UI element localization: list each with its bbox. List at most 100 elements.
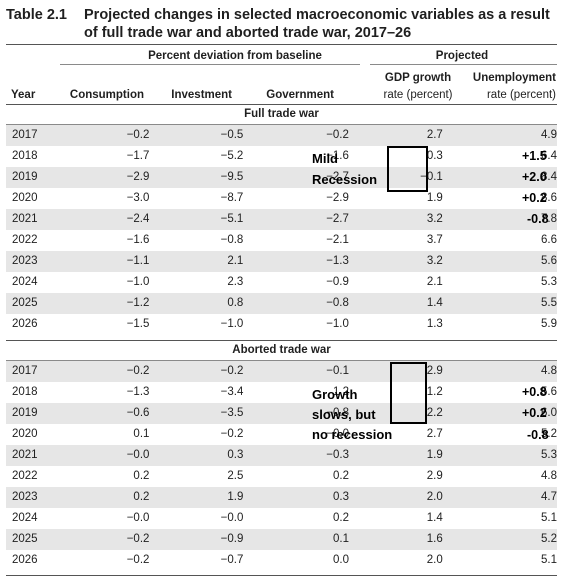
government-cell: −0.0 xyxy=(326,428,349,440)
unemployment-cell: 4.8 xyxy=(541,470,557,482)
investment-cell: 2.3 xyxy=(227,276,244,288)
table-title: Projected changes in selected macroecono… xyxy=(84,7,550,41)
table-row: 2024 −1.0 2.3 −0.9 2.1 5.3 xyxy=(6,272,557,293)
year-cell: 2026 xyxy=(12,554,38,566)
year-cell: 2021 xyxy=(6,209,64,230)
investment-cell: −5.1 xyxy=(149,209,244,230)
government-cell: 0.2 xyxy=(333,512,349,524)
consumption-cell: −1.2 xyxy=(63,293,150,314)
consumption-cell: −1.6 xyxy=(126,234,150,246)
gdp-growth-cell: 3.7 xyxy=(426,234,443,246)
year-cell: 2020 xyxy=(12,192,38,204)
col-header-year: Year xyxy=(11,89,36,101)
gdp-growth-cell: 2.0 xyxy=(349,487,443,508)
unemployment-cell: 4.8 xyxy=(442,361,557,382)
gdp-growth-cell: 3.2 xyxy=(348,251,443,272)
government-cell: −2.9 xyxy=(326,192,349,204)
full-recession-box xyxy=(387,146,428,192)
full-delta-2019: +2.0 xyxy=(522,170,547,184)
investment-cell: −3.4 xyxy=(220,386,244,398)
top-rule xyxy=(6,44,557,45)
gdp-growth-cell: −0.1 xyxy=(348,167,443,188)
gdp-growth-cell: 2.2 xyxy=(349,403,443,424)
unemployment-cell: 7.8 xyxy=(442,209,557,230)
government-cell: −2.7 xyxy=(243,167,349,188)
investment-cell: −1.0 xyxy=(220,318,244,330)
year-cell: 2018 xyxy=(12,150,38,162)
government-cell: 0.0 xyxy=(333,554,349,566)
investment-cell: 0.8 xyxy=(149,293,244,314)
year-cell: 2017 xyxy=(6,361,64,382)
table-row: 2026 −1.5 −1.0 −1.0 1.3 5.9 xyxy=(6,314,557,335)
aborted-note-line2: slows, but xyxy=(312,407,376,422)
unemployment-cell: 4.9 xyxy=(442,125,557,146)
unemployment-cell: 5.2 xyxy=(541,428,557,440)
aborted-growth-box xyxy=(390,362,427,424)
government-cell: −0.8 xyxy=(243,293,349,314)
unemployment-cell: 8.4 xyxy=(442,167,557,188)
aborted-delta-2018: +0.8 xyxy=(522,385,547,399)
government-cell: −0.1 xyxy=(243,361,349,382)
consumption-cell: −1.1 xyxy=(63,251,150,272)
section-label-aborted-trade-war: Aborted trade war xyxy=(6,341,557,360)
full-delta-2018: +1.5 xyxy=(522,149,547,163)
consumption-cell: −0.2 xyxy=(63,529,150,550)
year-cell: 2023 xyxy=(6,251,64,272)
col-header-investment: Investment xyxy=(171,89,232,101)
col-header-gdp: GDP growth rate (percent) xyxy=(366,71,470,102)
header-rule xyxy=(6,104,557,105)
section-label-full-trade-war: Full trade war xyxy=(6,105,557,124)
gdp-growth-cell: 1.4 xyxy=(426,512,443,524)
government-cell: −1.3 xyxy=(243,251,349,272)
table-row: 2025 −0.2 −0.9 0.1 1.6 5.2 xyxy=(6,529,557,550)
government-cell: 0.3 xyxy=(243,487,349,508)
table-row: 2024 −0.0 −0.0 0.2 1.4 5.1 xyxy=(6,508,557,529)
year-cell: 2022 xyxy=(12,470,38,482)
table-row: 2018 −1.3 −3.4 1.2 1.2 5.6 xyxy=(6,382,557,403)
investment-cell: −0.0 xyxy=(220,512,244,524)
consumption-cell: 0.1 xyxy=(133,428,150,440)
unemployment-cell: 5.1 xyxy=(541,554,557,566)
government-cell: 0.2 xyxy=(333,470,349,482)
year-cell: 2017 xyxy=(6,125,64,146)
table-row: 2023 0.2 1.9 0.3 2.0 4.7 xyxy=(6,487,557,508)
group-rule-deviation xyxy=(60,64,360,65)
consumption-cell: −1.7 xyxy=(126,150,150,162)
consumption-cell: 0.2 xyxy=(133,470,150,482)
group-header-deviation: Percent deviation from baseline xyxy=(148,50,322,62)
col-header-unemp-line2: rate (percent) xyxy=(486,89,556,101)
investment-cell: −0.8 xyxy=(220,234,244,246)
table-row: 2020 −3.0 −8.7 −2.9 1.9 8.6 xyxy=(6,188,557,209)
gdp-growth-cell: 2.0 xyxy=(426,554,443,566)
government-cell: −2.1 xyxy=(326,234,349,246)
consumption-cell: −3.0 xyxy=(126,192,150,204)
unemployment-cell: 5.9 xyxy=(541,318,557,330)
year-cell: 2020 xyxy=(12,428,38,440)
government-cell: −0.2 xyxy=(243,125,349,146)
consumption-cell: −2.4 xyxy=(63,209,150,230)
col-header-government: Government xyxy=(266,89,334,101)
consumption-cell: −0.2 xyxy=(63,125,150,146)
consumption-cell: −2.9 xyxy=(63,167,150,188)
consumption-cell: 0.2 xyxy=(63,487,150,508)
table-row: 2023 −1.1 2.1 −1.3 3.2 5.6 xyxy=(6,251,557,272)
government-cell: −2.7 xyxy=(243,209,349,230)
bottom-rule xyxy=(6,575,557,576)
government-cell: 1.2 xyxy=(333,386,349,398)
investment-cell: −0.5 xyxy=(149,125,244,146)
unemployment-cell: 5.6 xyxy=(541,386,557,398)
consumption-cell: −0.0 xyxy=(126,512,150,524)
unemployment-cell: 5.1 xyxy=(541,512,557,524)
consumption-cell: −0.6 xyxy=(63,403,150,424)
group-header-projected: Projected xyxy=(435,50,489,62)
investment-cell: 1.9 xyxy=(149,487,244,508)
investment-cell: 2.1 xyxy=(149,251,244,272)
year-cell: 2019 xyxy=(6,403,64,424)
unemployment-cell: 5.3 xyxy=(442,445,557,466)
investment-cell: −0.2 xyxy=(220,428,244,440)
table-row: 2017 −0.2 −0.5 −0.2 2.7 4.9 xyxy=(6,125,557,146)
section-rule-full xyxy=(6,124,557,125)
consumption-cell: −0.2 xyxy=(63,361,150,382)
year-cell: 2024 xyxy=(12,512,38,524)
section-rule-aborted xyxy=(6,360,557,361)
